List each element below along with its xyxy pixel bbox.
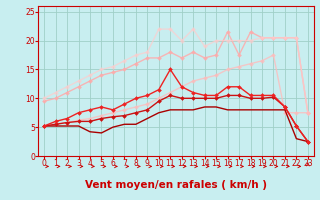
X-axis label: Vent moyen/en rafales ( km/h ): Vent moyen/en rafales ( km/h ) [85,180,267,190]
